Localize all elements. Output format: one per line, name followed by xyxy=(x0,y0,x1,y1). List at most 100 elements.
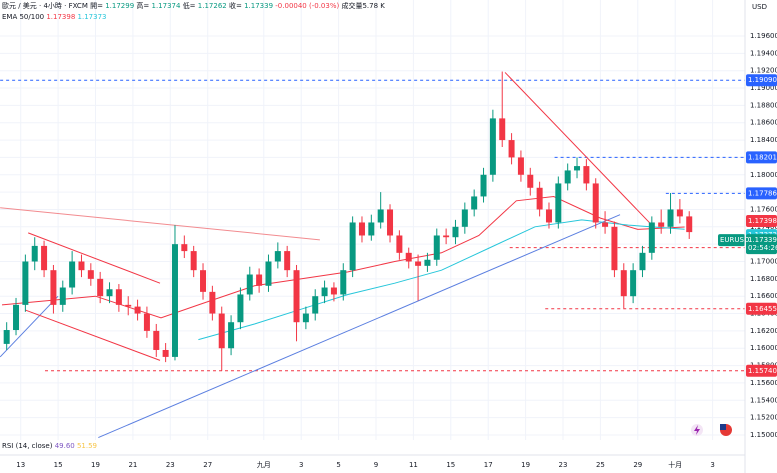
level-tag-box xyxy=(746,187,777,200)
last-price-text: 1.17339 xyxy=(748,236,777,244)
y-tick-label: 1.18000 xyxy=(750,171,777,179)
level-tag-text: 1.18201 xyxy=(748,153,777,161)
candle-body xyxy=(667,209,674,227)
candle-body xyxy=(181,244,188,252)
ohlc-label: 收= xyxy=(229,1,242,10)
candle-body xyxy=(349,222,356,271)
lightning-icon xyxy=(694,425,700,435)
x-tick-label: 27 xyxy=(203,461,212,469)
legend-row: EMA 50/100 1.17398 1.17373 xyxy=(2,13,106,21)
trend-line xyxy=(0,295,59,358)
indicator-value: 51.59 xyxy=(77,442,97,450)
x-tick-label: 3 xyxy=(299,461,303,469)
candle-body xyxy=(171,244,178,357)
candle-body xyxy=(648,222,655,253)
x-tick-label: 15 xyxy=(446,461,455,469)
candle-body xyxy=(200,270,207,292)
ohlc-value: 1.17339 xyxy=(244,2,273,10)
y-tick-label: 1.17600 xyxy=(750,205,777,213)
candle-body xyxy=(78,261,85,271)
candle-body xyxy=(415,261,422,266)
trend-line xyxy=(0,207,320,241)
candle-body xyxy=(97,278,104,297)
candle-body xyxy=(115,289,122,305)
x-tick-label: 3 xyxy=(710,461,714,469)
indicator-value: 1.17398 xyxy=(46,13,75,21)
level-tag-text: 1.16455 xyxy=(748,305,777,313)
y-tick-label: 1.17000 xyxy=(750,258,777,266)
level-tag-box xyxy=(746,364,777,377)
candle-body xyxy=(125,304,132,307)
volume: 成交量5.78 K xyxy=(341,1,385,10)
x-tick-label: 5 xyxy=(336,461,340,469)
candle-body xyxy=(658,222,665,227)
y-tick-label: 1.15200 xyxy=(750,414,777,422)
candle-body xyxy=(59,287,66,305)
candle-body xyxy=(592,183,599,223)
y-tick-label: 1.16600 xyxy=(750,292,777,300)
candle-body xyxy=(536,187,543,210)
x-tick-label: 29 xyxy=(633,461,642,469)
candle-body xyxy=(218,313,225,349)
trend-line xyxy=(25,309,161,361)
candle-body xyxy=(228,322,235,349)
candle-body xyxy=(87,270,94,279)
candle-body xyxy=(358,222,365,236)
candle-body xyxy=(555,183,562,223)
candle-body xyxy=(321,287,328,297)
candle-body xyxy=(256,274,263,286)
candle-body xyxy=(190,251,197,271)
candle-body xyxy=(686,216,693,233)
candle-body xyxy=(162,349,169,357)
trend-line xyxy=(504,72,653,226)
candle-body xyxy=(265,261,272,286)
candle-body xyxy=(489,118,496,175)
candle-body xyxy=(433,235,440,260)
candle-body xyxy=(31,245,38,262)
candle-body xyxy=(209,291,216,314)
ohlc-label: 開= xyxy=(90,2,103,10)
candle-body xyxy=(443,235,450,238)
y-tick-label: 1.16000 xyxy=(750,344,777,352)
candle-body xyxy=(340,270,347,295)
ohlc-label: 高= xyxy=(136,1,149,10)
candle-body xyxy=(405,252,412,262)
candle-body xyxy=(293,270,300,323)
flag-canton xyxy=(720,424,726,430)
candle-body xyxy=(499,118,506,141)
candle-body xyxy=(517,157,524,175)
candle-body xyxy=(237,294,244,323)
last-price-box xyxy=(746,234,777,255)
candle-body xyxy=(302,313,309,323)
countdown-text: 02:54:26 xyxy=(748,244,777,252)
candle-body xyxy=(611,226,618,271)
indicator-name: EMA 50/100 xyxy=(2,13,44,21)
x-tick-label: 25 xyxy=(596,461,605,469)
y-tick-label: 1.15400 xyxy=(750,396,777,404)
candle-body xyxy=(134,306,141,314)
trend-line xyxy=(98,214,621,439)
candle-body xyxy=(246,274,253,295)
y-tick-label: 1.16200 xyxy=(750,327,777,335)
x-tick-label: 11 xyxy=(409,461,418,469)
level-tag-box xyxy=(746,302,777,315)
trend-line xyxy=(28,232,161,284)
currency-label: USD xyxy=(752,3,767,11)
y-tick-label: 1.18600 xyxy=(750,119,777,127)
candle-body xyxy=(564,170,571,184)
x-tick-label: 19 xyxy=(521,461,530,469)
candle-body xyxy=(50,270,57,305)
candle-body xyxy=(396,235,403,253)
x-tick-label: 十月 xyxy=(668,460,682,469)
x-tick-label: 9 xyxy=(374,461,378,469)
candle-body xyxy=(3,330,10,344)
candle-body xyxy=(274,251,281,262)
candle-body xyxy=(22,261,29,305)
level-tag-box xyxy=(746,74,777,87)
candle-body xyxy=(620,270,627,297)
ohlc-value: 1.17374 xyxy=(152,2,181,10)
candle-body xyxy=(424,259,431,266)
indicator-value: 49.60 xyxy=(55,442,75,450)
